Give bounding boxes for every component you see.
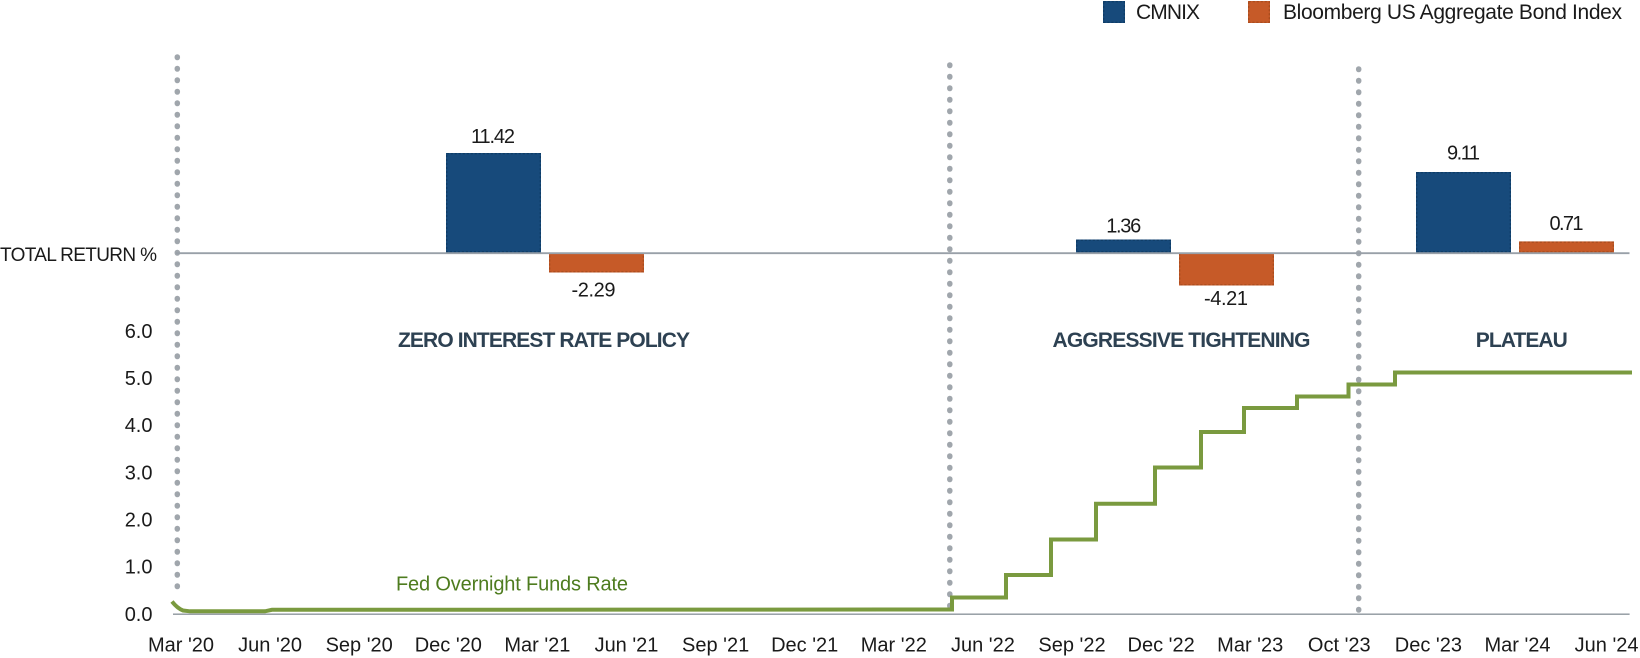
svg-text:ZERO INTEREST RATE POLICY: ZERO INTEREST RATE POLICY [398, 329, 690, 352]
svg-text:Mar '22: Mar '22 [861, 635, 927, 657]
svg-text:2.0: 2.0 [125, 510, 153, 532]
svg-text:-2.29: -2.29 [572, 280, 616, 302]
svg-text:PLATEAU: PLATEAU [1476, 329, 1568, 352]
svg-text:TOTAL RETURN %: TOTAL RETURN % [0, 245, 157, 266]
svg-text:Sep '20: Sep '20 [326, 635, 393, 657]
svg-text:Oct '23: Oct '23 [1308, 635, 1371, 657]
svg-text:Dec '23: Dec '23 [1395, 635, 1462, 657]
svg-text:4.0: 4.0 [125, 415, 153, 437]
svg-text:Jun '20: Jun '20 [238, 635, 302, 657]
svg-text:Jun '21: Jun '21 [595, 635, 659, 657]
svg-text:1.36: 1.36 [1106, 216, 1141, 238]
svg-text:Jun '22: Jun '22 [951, 635, 1015, 657]
svg-text:-4.21: -4.21 [1204, 288, 1248, 310]
svg-text:9.11: 9.11 [1447, 143, 1480, 165]
svg-text:1.0: 1.0 [125, 557, 153, 579]
svg-text:11.42: 11.42 [471, 126, 515, 148]
svg-text:6.0: 6.0 [125, 321, 153, 343]
svg-text:Dec '20: Dec '20 [415, 635, 482, 657]
svg-text:Mar '24: Mar '24 [1484, 635, 1550, 657]
svg-text:3.0: 3.0 [125, 462, 153, 484]
svg-text:0.0: 0.0 [125, 604, 153, 626]
svg-text:Mar '23: Mar '23 [1217, 635, 1283, 657]
svg-text:Dec '22: Dec '22 [1128, 635, 1195, 657]
svg-text:Mar '20: Mar '20 [148, 635, 214, 657]
svg-text:CMNIX: CMNIX [1136, 1, 1200, 24]
svg-text:0.71: 0.71 [1550, 213, 1584, 235]
svg-text:Fed Overnight Funds Rate: Fed Overnight Funds Rate [396, 574, 628, 596]
svg-text:5.0: 5.0 [125, 368, 153, 390]
svg-text:Mar '21: Mar '21 [504, 635, 570, 657]
svg-text:AGGRESSIVE TIGHTENING: AGGRESSIVE TIGHTENING [1053, 329, 1311, 352]
svg-text:Jun '24: Jun '24 [1575, 635, 1639, 657]
svg-text:Sep '21: Sep '21 [682, 635, 749, 657]
svg-text:Dec '21: Dec '21 [771, 635, 838, 657]
svg-text:Sep '22: Sep '22 [1038, 635, 1105, 657]
svg-text:Bloomberg US Aggregate Bond In: Bloomberg US Aggregate Bond Index [1283, 1, 1623, 24]
